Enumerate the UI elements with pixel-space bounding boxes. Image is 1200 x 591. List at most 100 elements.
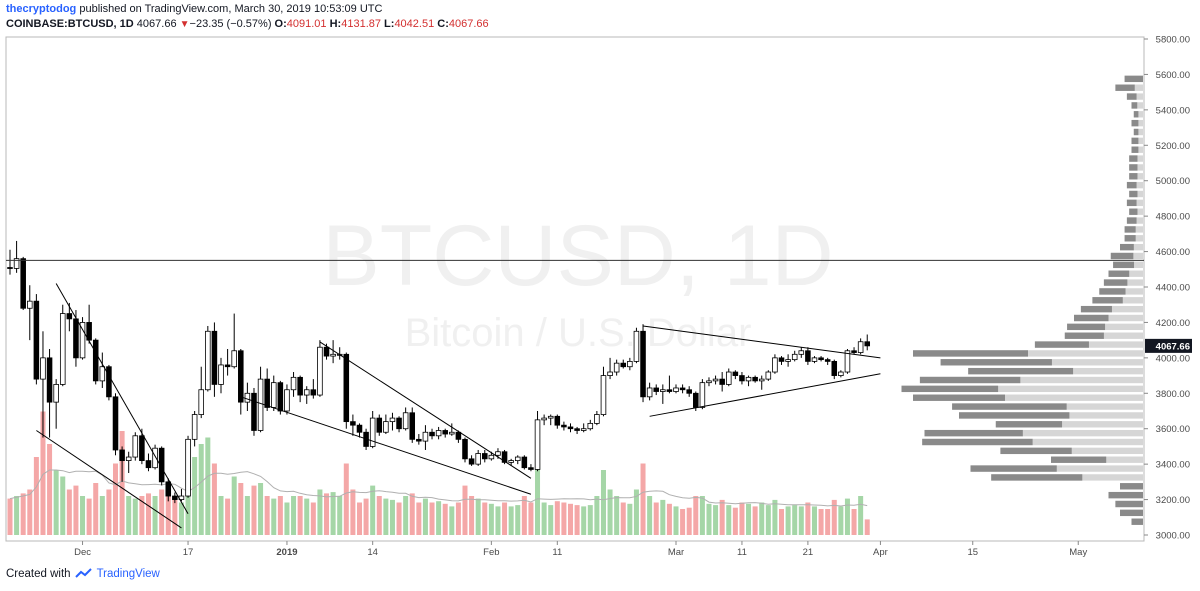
profile-bar-volume xyxy=(1080,305,1112,313)
candle-body xyxy=(772,357,778,373)
candle-body xyxy=(303,389,310,396)
high-label: H: xyxy=(329,18,342,30)
volume-bar xyxy=(113,463,119,535)
candle-body xyxy=(264,378,270,408)
candle-body xyxy=(191,414,198,440)
volume-bar xyxy=(693,496,699,535)
candle-body xyxy=(396,417,402,430)
volume-bar xyxy=(627,503,633,535)
candle-body xyxy=(165,481,172,497)
candle-body xyxy=(547,415,554,419)
volume-bar xyxy=(521,496,527,535)
candle-body xyxy=(765,371,772,380)
candle-body xyxy=(501,451,508,463)
profile-bar-volume xyxy=(924,429,1023,437)
candle-body xyxy=(350,421,356,426)
candle-body xyxy=(92,339,99,382)
profile-bar-volume xyxy=(1120,483,1143,490)
profile-bar-volume xyxy=(1129,173,1138,180)
time-axis[interactable]: Dec 17 2019 14 Feb 11 Mar 11 21 Apr 15 May xyxy=(6,540,1144,558)
volume-bar xyxy=(436,501,442,535)
volume-bar xyxy=(99,496,105,535)
candle-body xyxy=(20,258,26,309)
candle-body xyxy=(554,415,561,426)
candle-body xyxy=(818,357,824,361)
time-tick-label: May xyxy=(1069,547,1087,558)
candle-body xyxy=(838,371,844,376)
volume-bar xyxy=(119,431,125,535)
candle-body xyxy=(132,435,139,458)
tradingview-brand-link[interactable]: TradingView xyxy=(96,568,160,580)
profile-bar-volume xyxy=(1115,84,1135,91)
volume-bar xyxy=(785,506,791,535)
volume-bar xyxy=(86,498,92,535)
candle-body xyxy=(805,350,811,362)
price-change: −23.35 (−0.57%) xyxy=(189,18,272,30)
volume-bar xyxy=(482,502,488,535)
candle-body xyxy=(244,392,251,403)
candle-body xyxy=(257,378,264,431)
volume-bar xyxy=(726,505,732,535)
volume-bar xyxy=(178,502,184,535)
candle-body xyxy=(693,392,699,408)
candle-body xyxy=(482,453,488,460)
price-tick-label: 5600.00 xyxy=(1156,70,1190,81)
profile-bar-volume xyxy=(913,394,1005,401)
candle-body xyxy=(290,376,297,391)
volume-bar xyxy=(633,489,639,535)
candle-body xyxy=(699,382,706,408)
candle-body xyxy=(59,313,66,385)
candle-body xyxy=(383,421,389,433)
profile-bar-volume xyxy=(1126,199,1137,207)
candle-body xyxy=(824,359,831,362)
profile-bar-volume xyxy=(1120,243,1134,251)
candle-body xyxy=(864,341,871,347)
volume-bar xyxy=(343,463,349,535)
volume-bar xyxy=(396,502,402,535)
candle-body xyxy=(422,431,429,442)
volume-bars xyxy=(7,411,870,535)
time-tick-label: 14 xyxy=(367,547,378,558)
price-tick-label: 4600.00 xyxy=(1156,247,1190,258)
volume-bar xyxy=(165,483,171,535)
volume-bar xyxy=(864,519,870,535)
volume-bar xyxy=(231,476,237,535)
volume-bar xyxy=(73,485,79,535)
volume-bar xyxy=(792,505,798,535)
volume-bar xyxy=(376,496,382,535)
volume-bar xyxy=(765,505,771,535)
volume-bar xyxy=(145,493,151,535)
last-price: 4067.66 xyxy=(136,18,177,30)
time-tick-label: Mar xyxy=(668,547,684,558)
volume-bar xyxy=(686,507,692,535)
author-name[interactable]: thecryptodog xyxy=(6,3,77,15)
volume-bar xyxy=(422,498,428,535)
volume-bar xyxy=(719,499,725,535)
profile-bar-volume xyxy=(922,438,1033,446)
symbol-label[interactable]: COINBASE:BTCUSD, 1D xyxy=(6,18,134,30)
trendline xyxy=(649,373,881,417)
open-value: 4091.01 xyxy=(286,18,327,30)
volume-bar xyxy=(739,502,745,535)
volume-bar xyxy=(244,496,250,535)
candle-body xyxy=(158,447,165,483)
time-tick-label: 15 xyxy=(967,547,978,558)
volume-bar xyxy=(198,444,204,535)
volume-bar xyxy=(132,498,138,535)
volume-bar xyxy=(389,499,395,535)
time-tick-label: Feb xyxy=(483,547,499,558)
volume-bar xyxy=(324,493,330,535)
volume-bar xyxy=(706,503,712,535)
candle-body xyxy=(732,371,739,376)
low-value: 4042.51 xyxy=(394,18,435,30)
profile-bar-volume xyxy=(952,403,1067,410)
volume-bar xyxy=(356,502,362,535)
candle-body xyxy=(376,417,383,433)
profile-bar-volume xyxy=(1120,509,1143,517)
low-label: L: xyxy=(384,18,395,30)
candle-body xyxy=(462,438,468,460)
volume-bar xyxy=(587,505,593,535)
price-axis[interactable]: 5800.00 5600.00 5400.00 5200.00 5000.00 4800.… xyxy=(1144,35,1192,542)
profile-bar-volume xyxy=(1108,491,1143,499)
